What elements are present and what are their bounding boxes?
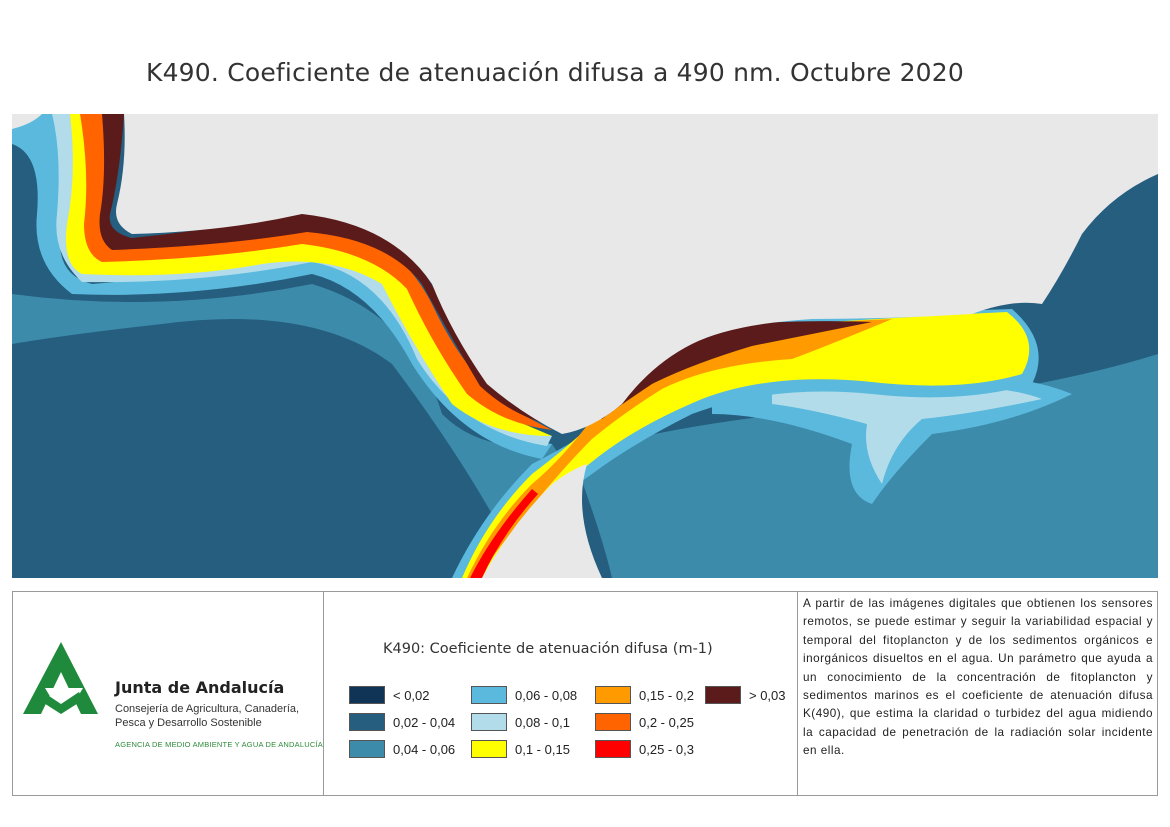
description-text: A partir de las imágenes digitales que o… [803,597,1153,758]
k490-map [12,114,1158,578]
legend-swatch [595,740,631,758]
legend-swatch [349,740,385,758]
moroccan-coast-red [470,489,538,578]
legend-label: 0,08 - 0,1 [515,714,570,730]
junta-andalucia-logo-icon [23,642,98,714]
legend-swatch [595,686,631,704]
legend-item: < 0,02 [349,685,430,705]
legend-label: 0,2 - 0,25 [639,714,694,730]
portugal-land [12,114,42,129]
spain-land [116,114,1158,434]
legend-label: 0,15 - 0,2 [639,687,694,703]
legend-item: 0,2 - 0,25 [595,712,694,732]
panel-divider [323,592,324,795]
legend-item: 0,25 - 0,3 [595,739,694,759]
organization-name: Junta de Andalucía [115,678,285,697]
legend-swatch [705,686,741,704]
alboran-pale-area [772,380,1042,484]
legend-label: 0,06 - 0,08 [515,687,578,703]
legend-label: 0,25 - 0,3 [639,741,694,757]
legend-item: 0,15 - 0,2 [595,685,694,705]
legend-swatch [471,740,507,758]
agency-name: AGENCIA DE MEDIO AMBIENTE Y AGUA DE ANDA… [115,740,323,749]
legend-swatch [349,686,385,704]
legend-swatch [471,686,507,704]
legend-item: 0,1 - 0,15 [471,739,570,759]
department-name: Consejería de Agricultura, Canadería, Pe… [115,703,300,729]
legend-label: < 0,02 [393,687,430,703]
legend-item: 0,02 - 0,04 [349,712,455,732]
legend-swatch [471,713,507,731]
map-title: K490. Coeficiente de atenuación difusa a… [145,58,964,87]
info-panel: Junta de Andalucía Consejería de Agricul… [12,591,1158,796]
legend-item: 0,06 - 0,08 [471,685,577,705]
africa-coast-yellow [462,312,1030,578]
legend-swatch [349,713,385,731]
legend-item: 0,04 - 0,06 [349,739,455,759]
legend-label: 0,1 - 0,15 [515,741,570,757]
legend-label: > 0,03 [749,687,786,703]
legend-title: K490: Coeficiente de atenuación difusa (… [383,641,713,657]
panel-divider [797,592,798,795]
legend-label: 0,04 - 0,06 [393,741,456,757]
africa-land [482,464,602,578]
spain-coast-yellow [66,114,552,436]
legend-swatch [595,713,631,731]
legend-item: 0,08 - 0,1 [471,712,570,732]
legend-item: > 0,03 [705,685,786,705]
legend-label: 0,02 - 0,04 [393,714,456,730]
